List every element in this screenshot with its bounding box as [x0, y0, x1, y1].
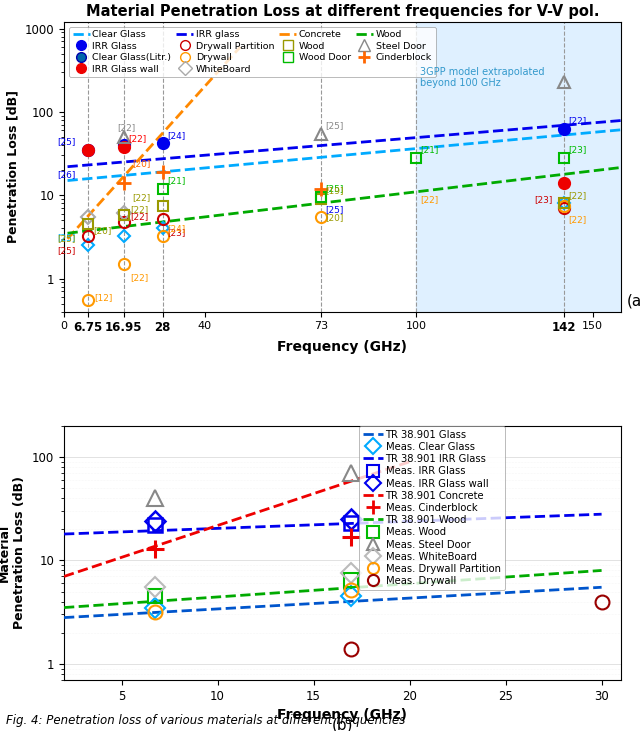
- Text: [25]: [25]: [325, 121, 344, 130]
- Text: [23]: [23]: [568, 145, 587, 154]
- Text: [20]: [20]: [325, 213, 344, 222]
- Text: [12]: [12]: [95, 293, 113, 302]
- Text: [22]: [22]: [116, 123, 135, 132]
- X-axis label: Frequency (GHz): Frequency (GHz): [277, 708, 408, 722]
- Bar: [417, 22, 628, 311]
- Text: [21]: [21]: [167, 176, 185, 185]
- Text: [22]: [22]: [568, 117, 587, 126]
- Text: [19]: [19]: [325, 186, 344, 195]
- Legend: TR 38.901 Glass, Meas. Clear Glass, TR 38.901 IRR Glass, Meas. IRR Glass, Meas. : TR 38.901 Glass, Meas. Clear Glass, TR 3…: [358, 426, 504, 590]
- Text: [25]: [25]: [57, 234, 76, 243]
- Text: (a): (a): [627, 294, 640, 308]
- Y-axis label: Material
Penetration Loss (dB): Material Penetration Loss (dB): [0, 477, 26, 629]
- X-axis label: Frequency (GHz): Frequency (GHz): [277, 340, 408, 354]
- Text: [25]: [25]: [325, 205, 344, 214]
- Text: [22]: [22]: [568, 216, 587, 224]
- Legend: Clear Glass, IRR Glass, Clear Glass(Litr.), IRR Glass wall, IRR glass, Drywall P: Clear Glass, IRR Glass, Clear Glass(Litr…: [68, 26, 436, 77]
- Text: 3GPP model extrapolated
beyond 100 GHz: 3GPP model extrapolated beyond 100 GHz: [420, 67, 545, 88]
- Text: [22]: [22]: [131, 273, 149, 283]
- Text: [22]: [22]: [131, 212, 149, 221]
- Text: [22]: [22]: [132, 193, 150, 202]
- Text: [24]: [24]: [167, 224, 185, 233]
- Text: [25]: [25]: [57, 137, 76, 146]
- Text: [23]: [23]: [534, 196, 552, 205]
- Y-axis label: Penetration Loss [dB]: Penetration Loss [dB]: [6, 91, 19, 243]
- Title: Material Penetration Loss at different frequencies for V-V pol.: Material Penetration Loss at different f…: [86, 4, 599, 20]
- Text: [22]: [22]: [420, 196, 439, 205]
- Text: [26]: [26]: [57, 170, 76, 180]
- Text: [20]: [20]: [93, 227, 111, 235]
- Text: [22]: [22]: [131, 205, 149, 214]
- Text: [24]: [24]: [167, 131, 185, 140]
- Text: [25]: [25]: [57, 246, 76, 255]
- Text: [25]: [25]: [57, 233, 76, 242]
- Text: [25]: [25]: [325, 184, 344, 194]
- Text: Fig. 4: Penetration loss of various materials at different frequencies: Fig. 4: Penetration loss of various mate…: [6, 714, 406, 727]
- Text: [23]: [23]: [167, 229, 185, 238]
- Text: (b): (b): [332, 718, 353, 731]
- Text: [20]: [20]: [132, 159, 150, 168]
- Text: [22]: [22]: [128, 135, 146, 143]
- Text: [21]: [21]: [420, 145, 439, 154]
- Text: [22]: [22]: [568, 191, 587, 200]
